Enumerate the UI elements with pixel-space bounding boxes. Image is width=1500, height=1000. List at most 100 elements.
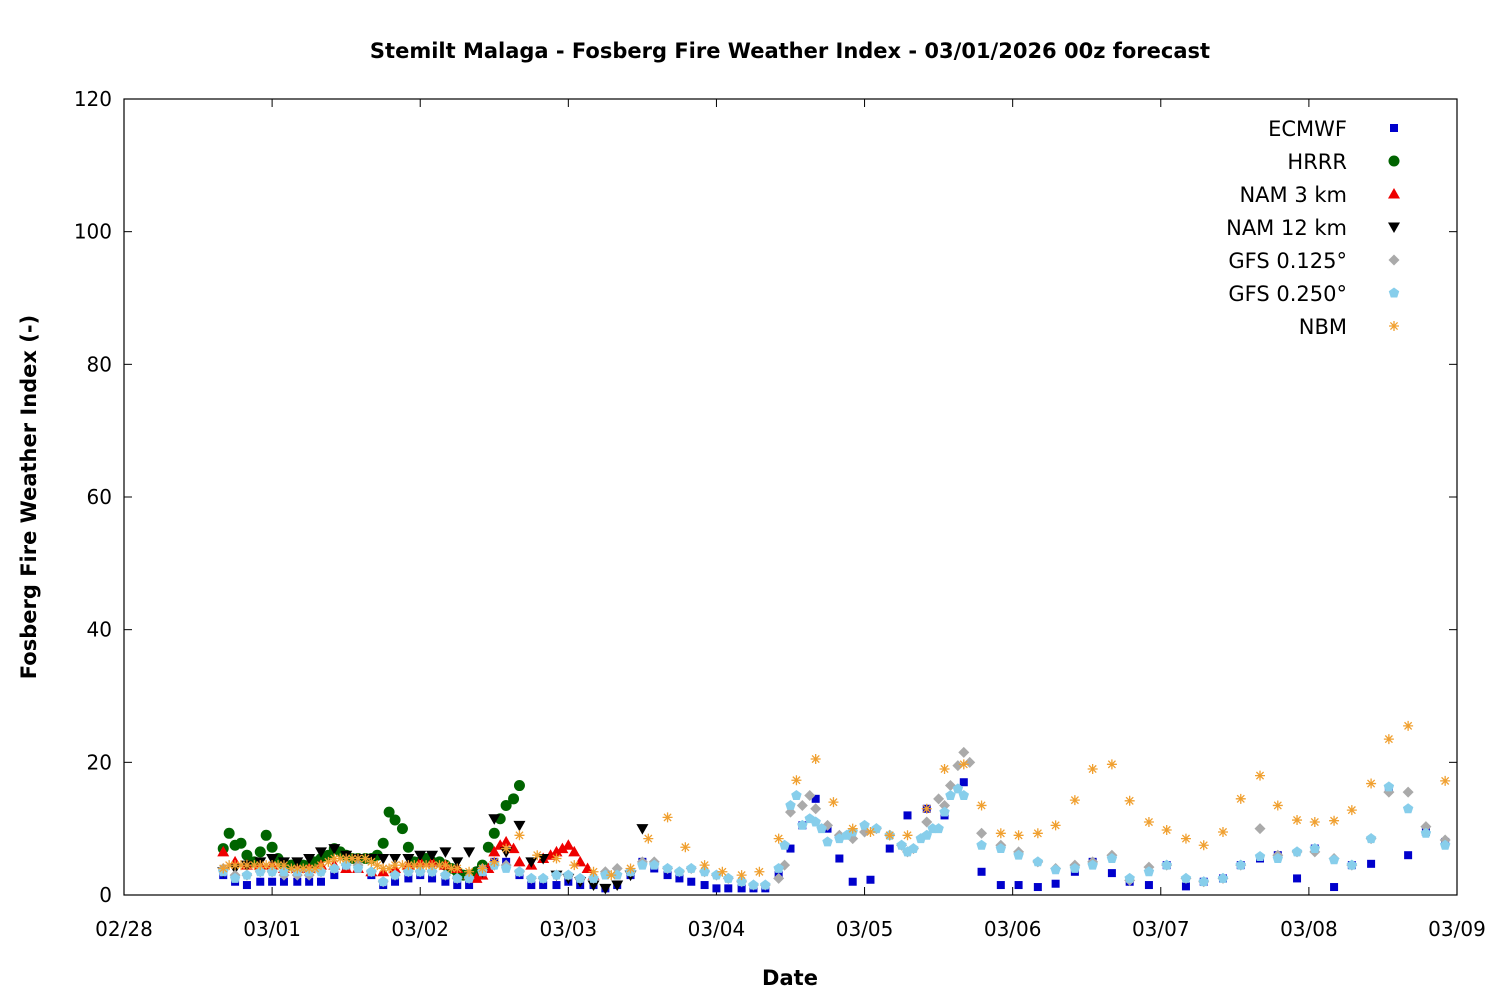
data-point	[452, 872, 463, 883]
data-point	[316, 877, 325, 886]
legend-marker	[1388, 188, 1400, 199]
data-point	[952, 760, 964, 772]
data-point	[403, 860, 414, 871]
data-point	[736, 870, 747, 881]
data-point	[335, 853, 346, 864]
data-point	[574, 872, 586, 883]
data-point	[588, 872, 599, 883]
legend-marker	[1388, 254, 1400, 266]
data-point	[291, 857, 304, 868]
legend-marker	[1388, 155, 1400, 167]
data-point	[791, 790, 802, 800]
data-point	[700, 881, 709, 890]
x-tick-label: 03/03	[540, 917, 598, 941]
data-point	[1402, 803, 1414, 814]
data-point	[834, 833, 845, 844]
data-point	[298, 863, 309, 874]
data-point	[958, 759, 969, 770]
data-point	[562, 839, 575, 850]
data-point	[353, 853, 364, 864]
data-point	[230, 860, 241, 871]
data-point	[223, 827, 235, 839]
data-point	[292, 863, 303, 874]
data-point	[835, 854, 844, 863]
data-point	[241, 849, 253, 861]
data-point	[1383, 734, 1394, 745]
data-point	[1292, 815, 1303, 826]
data-point	[1050, 864, 1061, 875]
data-point	[389, 814, 401, 826]
data-point	[525, 857, 538, 868]
data-point	[1033, 883, 1042, 892]
data-point	[939, 806, 950, 817]
data-point	[1013, 849, 1024, 860]
data-point	[699, 866, 710, 877]
data-point	[286, 863, 297, 874]
data-point	[377, 854, 390, 865]
data-point	[1254, 851, 1266, 861]
data-point	[810, 816, 821, 827]
chart-title: Stemilt Malaga - Fosberg Fire Weather In…	[370, 39, 1210, 63]
legend-label: NAM 12 km	[1226, 216, 1347, 240]
data-point	[315, 860, 326, 871]
data-point	[1161, 824, 1172, 835]
data-point	[939, 763, 950, 774]
y-tick-label: 40	[87, 618, 112, 642]
data-point	[797, 819, 808, 830]
data-point	[439, 847, 452, 858]
data-point	[391, 877, 400, 886]
data-point	[859, 819, 870, 830]
data-point	[871, 823, 882, 834]
data-point	[866, 875, 875, 884]
data-point	[785, 799, 796, 810]
data-point	[563, 869, 574, 880]
data-point	[377, 837, 389, 849]
data-point	[513, 820, 526, 832]
data-point	[463, 872, 475, 883]
legend-marker	[1388, 222, 1400, 233]
x-axis-label: Date	[762, 966, 818, 990]
data-point	[1217, 872, 1229, 883]
data-point	[397, 860, 408, 871]
data-point	[606, 870, 617, 881]
data-point	[804, 790, 816, 801]
data-point	[1235, 859, 1246, 870]
data-point	[649, 859, 660, 870]
data-point	[500, 835, 513, 847]
data-point	[427, 860, 438, 871]
x-tick-label: 03/02	[391, 917, 449, 941]
data-point	[465, 881, 474, 890]
data-point	[791, 775, 802, 786]
series-6	[218, 720, 1451, 881]
data-point	[389, 854, 402, 865]
data-point	[796, 799, 808, 811]
data-point	[451, 857, 464, 868]
data-point	[1106, 853, 1118, 863]
legend-label: NBM	[1299, 315, 1347, 339]
data-point	[303, 854, 316, 865]
data-point	[1087, 763, 1098, 774]
data-point	[1013, 830, 1024, 841]
data-point	[1050, 820, 1061, 831]
data-point	[1143, 817, 1154, 828]
data-point	[1051, 879, 1060, 888]
data-point	[810, 754, 821, 765]
data-point	[482, 841, 494, 853]
data-point	[1403, 720, 1414, 731]
data-point	[267, 860, 278, 871]
data-point	[884, 830, 895, 841]
data-point	[508, 793, 520, 805]
data-point	[426, 850, 439, 862]
data-point	[896, 839, 907, 850]
data-point	[674, 866, 685, 877]
data-point	[811, 794, 820, 803]
data-point	[404, 874, 413, 883]
data-point	[964, 756, 976, 768]
data-point	[662, 812, 673, 823]
data-point	[229, 872, 241, 883]
data-point	[550, 845, 563, 857]
data-point	[352, 862, 364, 873]
data-point	[305, 877, 314, 886]
data-point	[754, 866, 765, 877]
data-point	[235, 837, 247, 849]
